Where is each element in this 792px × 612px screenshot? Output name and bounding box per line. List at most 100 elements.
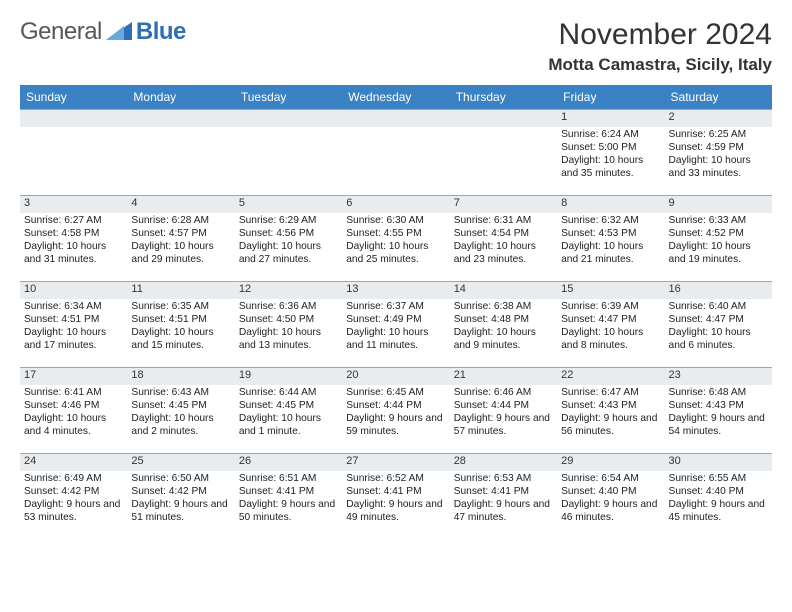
sunrise-label: Sunrise: 6:36 AM	[239, 300, 338, 313]
day-details	[450, 127, 557, 130]
col-tuesday: Tuesday	[235, 85, 342, 110]
sunrise-label: Sunrise: 6:47 AM	[561, 386, 660, 399]
sunset-label: Sunset: 4:44 PM	[346, 399, 445, 412]
day-number: 14	[450, 282, 557, 299]
calendar-body: 1Sunrise: 6:24 AMSunset: 5:00 PMDaylight…	[20, 110, 772, 540]
header-row: General Blue November 2024 Motta Camastr…	[20, 18, 772, 75]
day-number: 5	[235, 196, 342, 213]
daylight-label: Daylight: 10 hours and 23 minutes.	[454, 240, 553, 266]
calendar-day-cell: 29Sunrise: 6:54 AMSunset: 4:40 PMDayligh…	[557, 454, 664, 540]
day-details: Sunrise: 6:25 AMSunset: 4:59 PMDaylight:…	[665, 127, 772, 182]
sunset-label: Sunset: 4:57 PM	[131, 227, 230, 240]
location-label: Motta Camastra, Sicily, Italy	[548, 55, 772, 75]
day-details: Sunrise: 6:40 AMSunset: 4:47 PMDaylight:…	[665, 299, 772, 354]
day-number: 2	[665, 110, 772, 127]
day-number: 21	[450, 368, 557, 385]
calendar-day-cell: 15Sunrise: 6:39 AMSunset: 4:47 PMDayligh…	[557, 282, 664, 368]
sunrise-label: Sunrise: 6:33 AM	[669, 214, 768, 227]
sunrise-label: Sunrise: 6:39 AM	[561, 300, 660, 313]
day-details	[342, 127, 449, 130]
calendar-day-cell: 18Sunrise: 6:43 AMSunset: 4:45 PMDayligh…	[127, 368, 234, 454]
day-number: 12	[235, 282, 342, 299]
day-details: Sunrise: 6:29 AMSunset: 4:56 PMDaylight:…	[235, 213, 342, 268]
day-number: 3	[20, 196, 127, 213]
day-number: 8	[557, 196, 664, 213]
day-number	[127, 110, 234, 127]
logo-word1: General	[20, 18, 102, 46]
calendar-day-cell: 21Sunrise: 6:46 AMSunset: 4:44 PMDayligh…	[450, 368, 557, 454]
daylight-label: Daylight: 9 hours and 47 minutes.	[454, 498, 553, 524]
daylight-label: Daylight: 9 hours and 54 minutes.	[669, 412, 768, 438]
day-number: 22	[557, 368, 664, 385]
col-friday: Friday	[557, 85, 664, 110]
daylight-label: Daylight: 9 hours and 50 minutes.	[239, 498, 338, 524]
day-details: Sunrise: 6:46 AMSunset: 4:44 PMDaylight:…	[450, 385, 557, 440]
sunset-label: Sunset: 4:43 PM	[561, 399, 660, 412]
day-number: 19	[235, 368, 342, 385]
sunrise-label: Sunrise: 6:38 AM	[454, 300, 553, 313]
calendar-week-row: 17Sunrise: 6:41 AMSunset: 4:46 PMDayligh…	[20, 368, 772, 454]
sunset-label: Sunset: 4:45 PM	[239, 399, 338, 412]
day-details: Sunrise: 6:54 AMSunset: 4:40 PMDaylight:…	[557, 471, 664, 526]
sunrise-label: Sunrise: 6:45 AM	[346, 386, 445, 399]
calendar-day-cell: 20Sunrise: 6:45 AMSunset: 4:44 PMDayligh…	[342, 368, 449, 454]
sunset-label: Sunset: 4:59 PM	[669, 141, 768, 154]
daylight-label: Daylight: 10 hours and 29 minutes.	[131, 240, 230, 266]
day-number: 16	[665, 282, 772, 299]
calendar-day-cell: 19Sunrise: 6:44 AMSunset: 4:45 PMDayligh…	[235, 368, 342, 454]
sunset-label: Sunset: 4:54 PM	[454, 227, 553, 240]
daylight-label: Daylight: 10 hours and 27 minutes.	[239, 240, 338, 266]
calendar-day-cell: 10Sunrise: 6:34 AMSunset: 4:51 PMDayligh…	[20, 282, 127, 368]
calendar-day-cell: 27Sunrise: 6:52 AMSunset: 4:41 PMDayligh…	[342, 454, 449, 540]
day-details: Sunrise: 6:27 AMSunset: 4:58 PMDaylight:…	[20, 213, 127, 268]
day-details: Sunrise: 6:45 AMSunset: 4:44 PMDaylight:…	[342, 385, 449, 440]
day-number: 6	[342, 196, 449, 213]
day-number: 28	[450, 454, 557, 471]
calendar-day-cell: 26Sunrise: 6:51 AMSunset: 4:41 PMDayligh…	[235, 454, 342, 540]
calendar-day-cell: 14Sunrise: 6:38 AMSunset: 4:48 PMDayligh…	[450, 282, 557, 368]
day-details: Sunrise: 6:39 AMSunset: 4:47 PMDaylight:…	[557, 299, 664, 354]
day-details: Sunrise: 6:38 AMSunset: 4:48 PMDaylight:…	[450, 299, 557, 354]
sunrise-label: Sunrise: 6:48 AM	[669, 386, 768, 399]
day-number: 20	[342, 368, 449, 385]
col-thursday: Thursday	[450, 85, 557, 110]
day-number	[342, 110, 449, 127]
sunrise-label: Sunrise: 6:51 AM	[239, 472, 338, 485]
day-details: Sunrise: 6:55 AMSunset: 4:40 PMDaylight:…	[665, 471, 772, 526]
sunset-label: Sunset: 4:47 PM	[561, 313, 660, 326]
day-number: 11	[127, 282, 234, 299]
day-details: Sunrise: 6:53 AMSunset: 4:41 PMDaylight:…	[450, 471, 557, 526]
day-details: Sunrise: 6:52 AMSunset: 4:41 PMDaylight:…	[342, 471, 449, 526]
daylight-label: Daylight: 10 hours and 15 minutes.	[131, 326, 230, 352]
daylight-label: Daylight: 9 hours and 57 minutes.	[454, 412, 553, 438]
calendar-table: Sunday Monday Tuesday Wednesday Thursday…	[20, 85, 772, 540]
daylight-label: Daylight: 10 hours and 1 minute.	[239, 412, 338, 438]
day-details: Sunrise: 6:48 AMSunset: 4:43 PMDaylight:…	[665, 385, 772, 440]
daylight-label: Daylight: 9 hours and 49 minutes.	[346, 498, 445, 524]
day-number: 13	[342, 282, 449, 299]
daylight-label: Daylight: 10 hours and 35 minutes.	[561, 154, 660, 180]
daylight-label: Daylight: 10 hours and 33 minutes.	[669, 154, 768, 180]
day-number: 7	[450, 196, 557, 213]
day-details	[20, 127, 127, 130]
sunset-label: Sunset: 4:55 PM	[346, 227, 445, 240]
calendar-page: General Blue November 2024 Motta Camastr…	[0, 0, 792, 612]
day-number: 17	[20, 368, 127, 385]
sunset-label: Sunset: 4:52 PM	[669, 227, 768, 240]
sunrise-label: Sunrise: 6:40 AM	[669, 300, 768, 313]
calendar-week-row: 1Sunrise: 6:24 AMSunset: 5:00 PMDaylight…	[20, 110, 772, 196]
sunset-label: Sunset: 4:41 PM	[454, 485, 553, 498]
day-number: 23	[665, 368, 772, 385]
calendar-day-cell	[20, 110, 127, 196]
calendar-day-cell: 16Sunrise: 6:40 AMSunset: 4:47 PMDayligh…	[665, 282, 772, 368]
calendar-day-cell: 30Sunrise: 6:55 AMSunset: 4:40 PMDayligh…	[665, 454, 772, 540]
daylight-label: Daylight: 10 hours and 2 minutes.	[131, 412, 230, 438]
weekday-header-row: Sunday Monday Tuesday Wednesday Thursday…	[20, 85, 772, 110]
calendar-day-cell: 13Sunrise: 6:37 AMSunset: 4:49 PMDayligh…	[342, 282, 449, 368]
daylight-label: Daylight: 10 hours and 6 minutes.	[669, 326, 768, 352]
calendar-day-cell: 3Sunrise: 6:27 AMSunset: 4:58 PMDaylight…	[20, 196, 127, 282]
sunrise-label: Sunrise: 6:27 AM	[24, 214, 123, 227]
calendar-day-cell: 22Sunrise: 6:47 AMSunset: 4:43 PMDayligh…	[557, 368, 664, 454]
sunrise-label: Sunrise: 6:30 AM	[346, 214, 445, 227]
calendar-day-cell: 4Sunrise: 6:28 AMSunset: 4:57 PMDaylight…	[127, 196, 234, 282]
